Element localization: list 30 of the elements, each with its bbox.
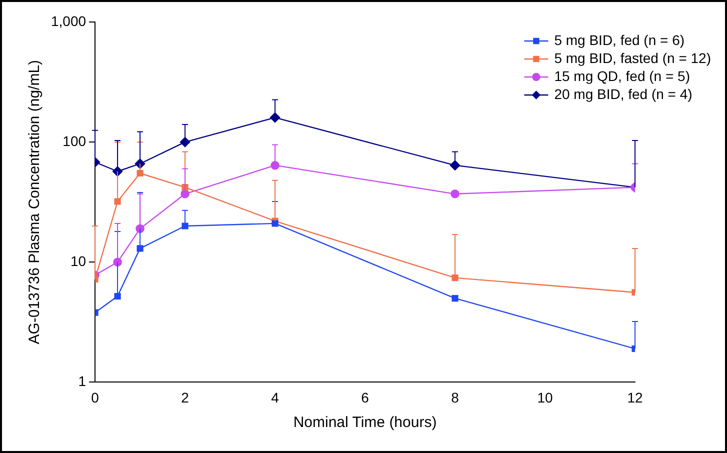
point [452,294,458,302]
point [114,198,121,205]
x-tick-label: 6 [361,389,370,406]
x-tick-label: 10 [537,389,554,406]
point [270,112,280,123]
y-tick-label: 1 [78,373,86,390]
point [182,222,188,230]
x-tick-label: 2 [181,389,190,406]
point [452,274,458,282]
y-tick-label: 10 [70,252,86,269]
x-tick-label: 0 [91,389,100,406]
x-tick-label: 8 [451,389,460,406]
legend-label: 20 mg BID, fed (n = 4) [554,86,692,102]
point [450,190,460,198]
legend-label: 15 mg QD, fed (n = 5) [554,68,690,84]
legend-label: 5 mg BID, fed (n = 6) [554,32,685,48]
point [136,245,144,252]
x-tick-label: 4 [271,389,280,406]
point [180,136,190,148]
point [450,160,460,170]
x-axis-title: Nominal Time (hours) [293,414,437,432]
y-axis-title: AG-013736 Plasma Concentration (ng/mL) [26,60,44,344]
y-tick-label: 1,000 [50,12,86,29]
point [114,292,121,300]
x-tick-label: 12 [627,389,643,406]
legend-label: 5 mg BID, fasted (n = 12) [554,50,711,66]
point [270,160,280,170]
point [272,220,278,227]
y-tick-label: 100 [62,132,86,149]
point [136,170,144,177]
